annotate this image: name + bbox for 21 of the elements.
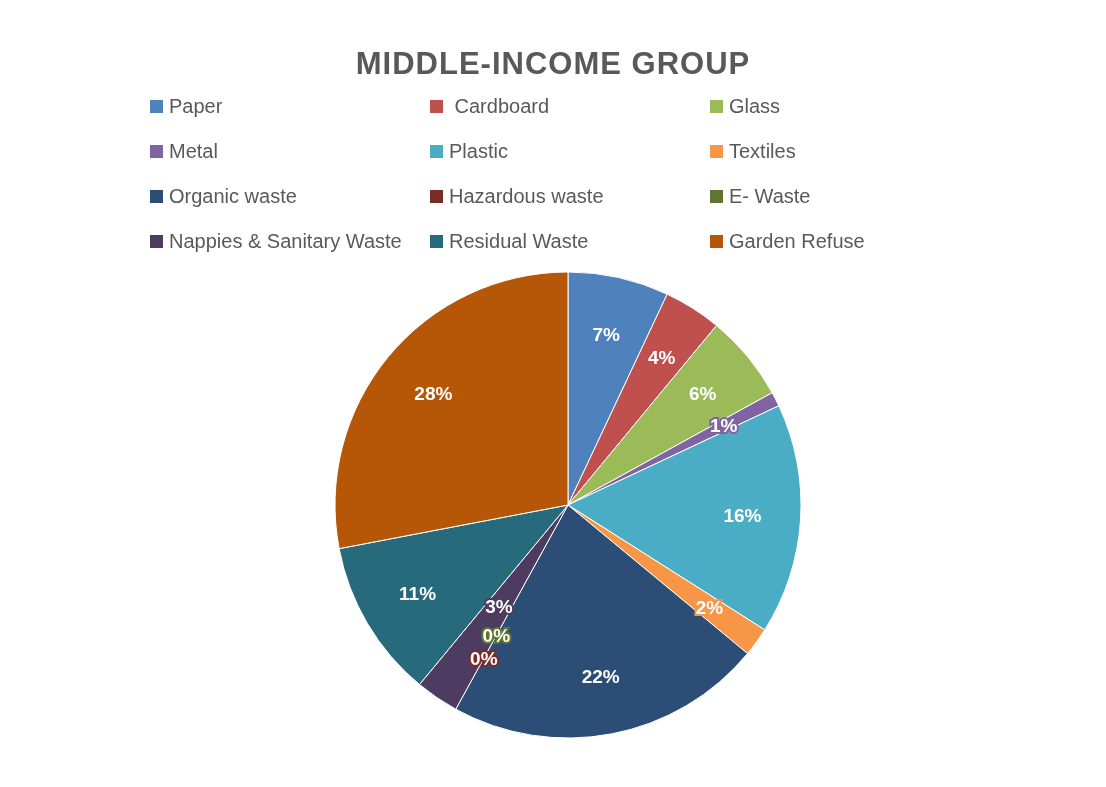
legend-label: Residual Waste (449, 229, 589, 253)
data-label: 6% (688, 383, 717, 405)
legend-label: E- Waste (729, 184, 811, 208)
legend-label: Nappies & Sanitary Waste (169, 229, 402, 253)
data-label: 4% (647, 346, 676, 368)
data-label: 2% (695, 597, 724, 619)
legend-label: Metal (169, 139, 218, 163)
legend-label: Cardboard (453, 94, 550, 118)
data-label: 28% (414, 383, 453, 405)
legend-label: Paper (169, 94, 223, 118)
chart-title: MIDDLE-INCOME GROUP (354, 45, 752, 82)
legend-label: Plastic (449, 139, 508, 163)
legend-label: Organic waste (169, 184, 297, 208)
data-label: 22% (581, 666, 620, 688)
legend-label: Garden Refuse (729, 229, 865, 253)
data-label: 16% (723, 505, 762, 527)
data-label: 11% (399, 583, 437, 605)
legend-label: Hazardous waste (449, 184, 604, 208)
data-label: 7% (592, 323, 620, 345)
legend-label: Glass (729, 94, 781, 118)
legend-label: Textiles (729, 139, 796, 163)
